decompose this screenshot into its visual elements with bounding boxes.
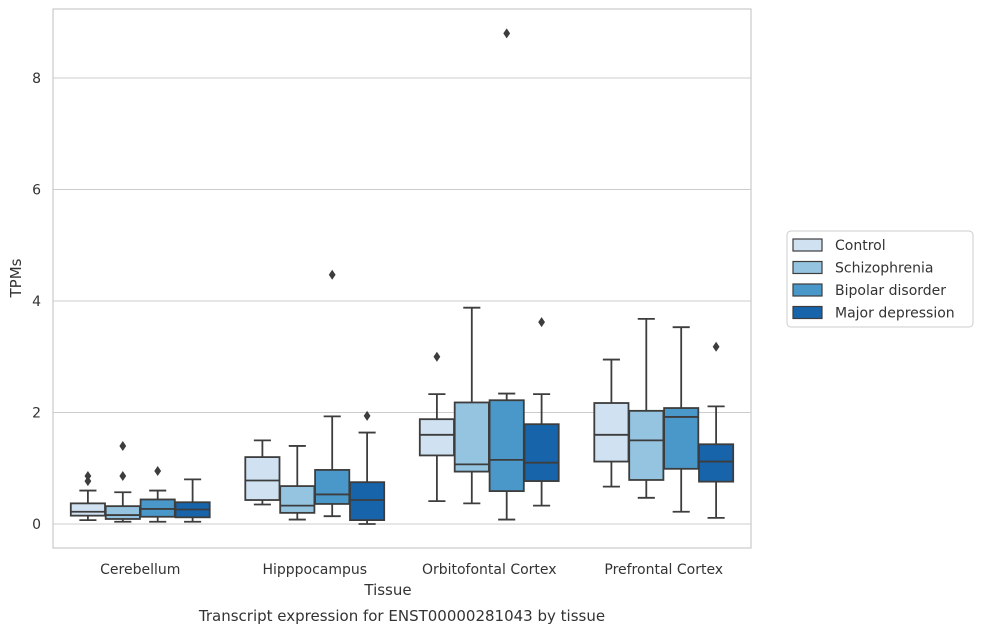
outlier-point [538,317,545,328]
box-2-1 [314,269,351,518]
box-3-0 [174,478,211,523]
outlier-point [84,476,92,487]
y-tick-label: 0 [32,517,41,533]
box-body [593,402,630,463]
box-body [418,418,455,457]
box-body [314,469,351,505]
legend-swatch [792,238,823,252]
box-0-3 [593,358,630,488]
x-tick-label: Cerebellum [100,562,180,578]
legend-frame [786,230,974,328]
x-tick-label: Prefrontal Cortex [604,562,723,578]
box-body [104,505,141,520]
outlier-point [503,28,511,39]
y-tick-labels: 0 2 4 6 8 [32,71,41,533]
box-body [69,502,106,517]
box-0-0 [69,471,106,521]
box-body [628,409,665,481]
box-1-3 [628,317,665,499]
box-0-1 [244,439,281,506]
outlier-point [328,269,336,280]
outlier-point [119,440,127,451]
legend-label: Major depression [835,306,955,322]
box-body [698,443,735,483]
plot-boxes [69,28,735,525]
box-body [488,399,525,493]
y-axis-label: TPMs [7,258,25,298]
outlier-point [84,471,92,482]
box-1-0 [104,440,141,523]
y-tick-label: 8 [32,71,41,87]
y-tick-label: 4 [32,294,41,310]
y-tick-label: 2 [32,406,41,422]
box-body [349,481,386,521]
grid-lines [53,77,751,525]
outlier-point [154,466,162,477]
legend-label: Bipolar disorder [835,283,946,299]
x-axis-label: Tissue [363,581,411,599]
legend-label: Schizophrenia [835,261,933,277]
legend-swatch [792,305,823,320]
box-body [279,485,316,514]
box-3-1 [349,410,386,525]
outlier-point [119,471,127,482]
x-tick-labels: Cerebellum Hipppocampus Orbitofontal Corte… [100,562,723,578]
legend-swatch [792,260,823,275]
box-3-3 [698,341,735,519]
plot-area-frame [52,8,752,549]
box-body [244,456,281,501]
box-body [523,423,560,482]
box-2-3 [663,326,700,513]
outlier-point [433,351,441,362]
box-body [663,407,700,470]
box-1-2 [453,306,490,505]
x-tick-label: Hipppocampus [262,562,367,578]
y-tick-label: 6 [32,183,41,199]
box-3-2 [523,317,560,507]
legend-swatch [792,283,823,297]
chart-caption: Transcript expression for ENST0000028104… [198,607,605,625]
legend: Control Schizophrenia Bipolar disorder Majo… [786,230,974,328]
x-tick-label: Orbitofontal Cortex [422,562,557,578]
legend-label: Control [835,238,886,254]
box-body [453,401,490,473]
outlier-point [712,341,720,352]
outlier-point [363,410,371,421]
